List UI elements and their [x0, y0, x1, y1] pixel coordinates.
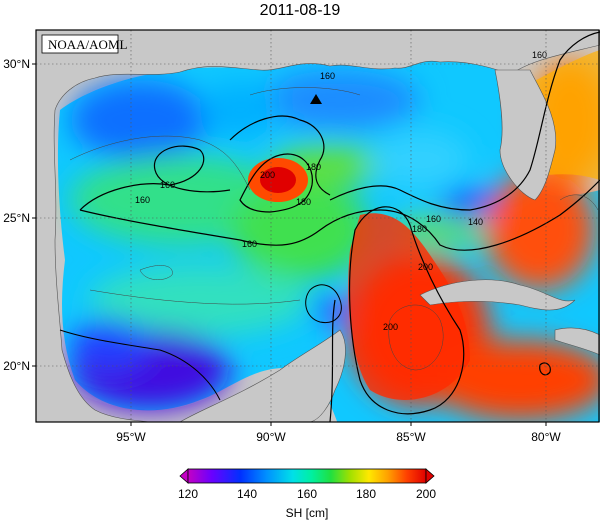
colorbar-scale [187, 468, 427, 484]
graticule [36, 30, 600, 422]
contour-label: 180 [296, 197, 311, 207]
colorbar-tick: 140 [237, 487, 257, 501]
contour-label: 200 [260, 170, 275, 180]
colorbar-tick: 180 [356, 487, 376, 501]
contour-label: 160 [135, 195, 150, 205]
contour-lines [59, 31, 600, 422]
lon-label: 90°W [256, 430, 286, 444]
contour-label: 160 [320, 71, 335, 81]
colorbar: 120 140 160 180 200 SH [cm] [178, 468, 436, 520]
credit-label: NOAA/AOML [48, 37, 128, 52]
lat-label: 25°N [3, 211, 30, 225]
lon-label: 85°W [396, 430, 426, 444]
contour-label: 180 [412, 224, 427, 234]
colorbar-label: SH [cm] [286, 506, 329, 520]
contour-label: 160 [242, 239, 257, 249]
contour-label: 140 [468, 217, 483, 227]
colorbar-tick: 200 [416, 487, 436, 501]
contour-label: 180 [306, 162, 321, 172]
contour-label: 160 [532, 50, 547, 60]
lon-label: 80°W [531, 430, 561, 444]
colorbar-max-arrow [425, 468, 435, 484]
lat-label: 30°N [3, 57, 30, 71]
longitude-labels: 95°W 90°W 85°W 80°W [116, 430, 561, 444]
contour-label-group: 160 160 160 160 180 180 160 180 200 200 … [135, 50, 547, 332]
contour-label: 200 [418, 262, 433, 272]
colorbar-min-arrow [179, 468, 189, 484]
contour-label: 200 [383, 322, 398, 332]
axis-ticks [32, 63, 547, 426]
colorbar-tick: 120 [178, 487, 198, 501]
map-title: 2011-08-19 [259, 2, 341, 19]
contour-label: 160 [426, 214, 441, 224]
lon-label: 95°W [116, 430, 146, 444]
latitude-labels: 30°N 25°N 20°N [3, 57, 30, 373]
lat-label: 20°N [3, 359, 30, 373]
map-frame [35, 29, 600, 423]
triangle-icon [310, 94, 322, 104]
credit-box: NOAA/AOML [41, 34, 128, 54]
coastline [36, 30, 600, 422]
contour-label: 160 [160, 180, 175, 190]
colorbar-tick: 160 [297, 487, 317, 501]
